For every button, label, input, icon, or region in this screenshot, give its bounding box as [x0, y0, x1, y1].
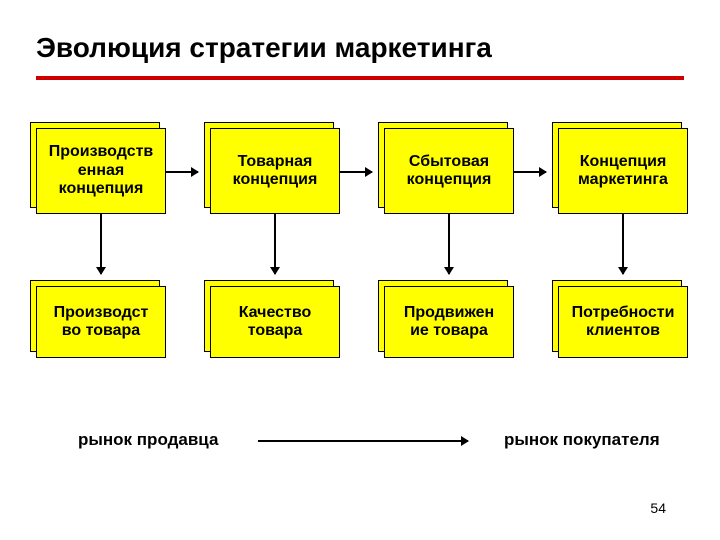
row2-box-3: Продвижение товара [384, 286, 514, 358]
row1-text-1: Производственнаяконцепция [49, 143, 154, 198]
row2-text-2: Качествотовара [239, 304, 312, 341]
arrow-down-2 [274, 214, 276, 274]
row2-box-4: Потребностиклиентов [558, 286, 688, 358]
row1-box-2: Товарнаяконцепция [210, 128, 340, 214]
row1-box-3: Сбытоваяконцепция [384, 128, 514, 214]
title-divider [36, 76, 684, 80]
row2-text-3: Продвижение товара [404, 304, 494, 341]
arrow-right-r1-2 [340, 171, 372, 173]
arrow-down-3 [448, 214, 450, 274]
label-seller-market: рынок продавца [78, 430, 218, 450]
arrow-down-4 [622, 214, 624, 274]
row1-box-4: Концепциямаркетинга [558, 128, 688, 214]
row2-text-1: Производство товара [54, 304, 149, 341]
row1-text-4: Концепциямаркетинга [578, 153, 668, 190]
page-title: Эволюция стратегии маркетинга [36, 32, 492, 64]
row2-text-4: Потребностиклиентов [572, 304, 675, 341]
arrow-market-transition [258, 440, 468, 442]
row2-box-2: Качествотовара [210, 286, 340, 358]
row1-box-1: Производственнаяконцепция [36, 128, 166, 214]
arrow-right-r1-1 [166, 171, 198, 173]
row1-text-3: Сбытоваяконцепция [407, 153, 492, 190]
page-number: 54 [650, 500, 666, 516]
arrow-right-r1-3 [514, 171, 546, 173]
label-buyer-market: рынок покупателя [504, 430, 660, 450]
arrow-down-1 [100, 214, 102, 274]
row2-box-1: Производство товара [36, 286, 166, 358]
row1-text-2: Товарнаяконцепция [233, 153, 318, 190]
